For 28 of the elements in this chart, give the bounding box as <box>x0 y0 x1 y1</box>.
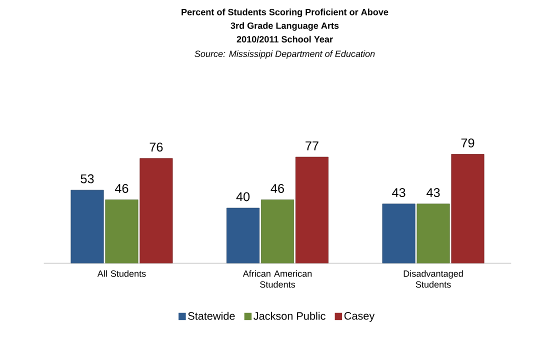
data-label: 40 <box>236 192 250 202</box>
data-label: 76 <box>150 142 163 152</box>
data-label: 77 <box>306 142 318 150</box>
text: 2010/2011 School Year <box>236 36 333 43</box>
x-tick-label: All Students <box>97 270 146 277</box>
bar <box>226 208 260 264</box>
data-label: 79 <box>461 138 474 148</box>
bar <box>382 204 416 264</box>
x-tick-label: Disadvantaged Students <box>404 270 463 288</box>
data-label: 46 <box>114 184 128 193</box>
chart-subtitle: 3rd Grade Language Arts <box>230 22 339 31</box>
data-label: 43 <box>392 188 406 198</box>
data-label: 46 <box>270 184 284 193</box>
data-label: 53 <box>80 174 94 184</box>
bar <box>451 154 484 264</box>
bar <box>140 158 173 264</box>
bar <box>416 204 450 264</box>
legend-label: Statewide <box>188 312 235 320</box>
chart-title: Percent of Students Scoring Proficient or Above <box>182 8 388 18</box>
bar <box>70 190 104 264</box>
data-label: 43 <box>426 188 440 198</box>
legend-label: Jackson Public <box>254 312 326 320</box>
legend-label: Casey <box>344 312 375 322</box>
source-note: Source: Mississippi Department of Education <box>194 50 375 59</box>
x-tick-label: African American Students <box>242 270 312 288</box>
bar <box>295 156 328 264</box>
bar <box>260 200 294 264</box>
bar <box>105 200 138 264</box>
